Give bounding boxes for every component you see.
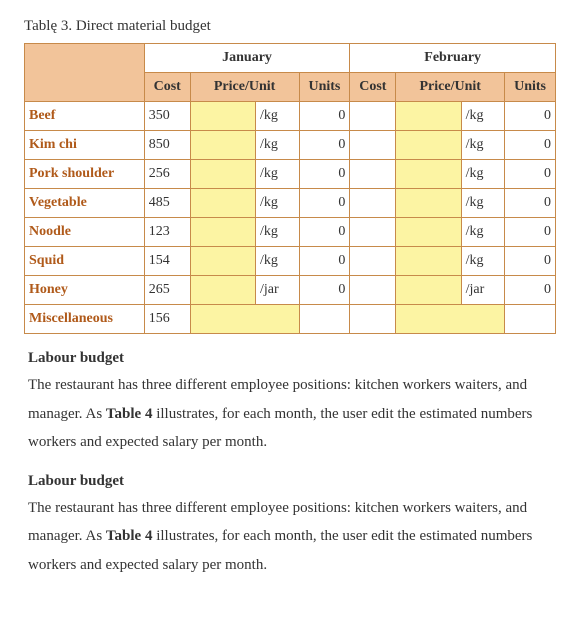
price-cell: [396, 189, 461, 218]
section-heading: Labour budget: [28, 473, 556, 490]
unit-label-cell: /kg: [255, 218, 299, 247]
units-cell: 0: [505, 160, 556, 189]
table-row: Vegetable485/kg0/kg0: [25, 189, 556, 218]
month-header: February: [350, 44, 556, 73]
price-cell: [396, 247, 461, 276]
price-cell: [190, 305, 299, 334]
price-cell: [190, 189, 255, 218]
unit-label-cell: /kg: [461, 102, 505, 131]
item-cell: Beef: [25, 102, 145, 131]
cost-cell: [350, 247, 396, 276]
cost-cell: 485: [144, 189, 190, 218]
cost-cell: 350: [144, 102, 190, 131]
cost-cell: [350, 160, 396, 189]
unit-label-cell: /kg: [461, 218, 505, 247]
unit-label-cell: /kg: [461, 160, 505, 189]
units-cell: 0: [299, 160, 350, 189]
unit-label-cell: /kg: [255, 247, 299, 276]
table-row: Miscellaneous156: [25, 305, 556, 334]
table-row: Noodle123/kg0/kg0: [25, 218, 556, 247]
table-row: Kim chi850/kg0/kg0: [25, 131, 556, 160]
section-heading: Labour budget: [28, 350, 556, 367]
price-cell: [190, 247, 255, 276]
units-cell: 0: [505, 276, 556, 305]
price-cell: [190, 160, 255, 189]
unit-label-cell: /kg: [255, 189, 299, 218]
section-paragraph: The restaurant has three different emplo…: [28, 494, 556, 580]
units-cell: 0: [505, 131, 556, 160]
price-cell: [190, 276, 255, 305]
para-bold: Table 4: [106, 528, 153, 544]
cost-cell: 256: [144, 160, 190, 189]
price-cell: [396, 131, 461, 160]
cost-cell: [350, 102, 396, 131]
table-row: Squid154/kg0/kg0: [25, 247, 556, 276]
units-cell: 0: [505, 102, 556, 131]
month-header: January: [144, 44, 350, 73]
table-row: Honey265/jar0/jar0: [25, 276, 556, 305]
unit-label-cell: /kg: [461, 247, 505, 276]
item-cell: Noodle: [25, 218, 145, 247]
corner-cell: [25, 44, 145, 102]
units-cell: 0: [505, 247, 556, 276]
subheader-cost: Cost: [144, 73, 190, 102]
price-cell: [396, 276, 461, 305]
cost-cell: [350, 189, 396, 218]
cost-cell: 156: [144, 305, 190, 334]
material-budget-table: January February Cost Price/Unit Units C…: [24, 43, 556, 334]
subheader-units: Units: [505, 73, 556, 102]
table-caption: Tablę 3. Direct material budget: [24, 18, 556, 35]
units-cell: [299, 305, 350, 334]
units-cell: 0: [299, 102, 350, 131]
subheader-price: Price/Unit: [190, 73, 299, 102]
units-cell: 0: [505, 218, 556, 247]
price-cell: [190, 102, 255, 131]
units-cell: 0: [505, 189, 556, 218]
item-cell: Vegetable: [25, 189, 145, 218]
item-cell: Honey: [25, 276, 145, 305]
unit-label-cell: /kg: [461, 131, 505, 160]
cost-cell: [350, 276, 396, 305]
unit-label-cell: /kg: [255, 102, 299, 131]
table-row: Beef350/kg0/kg0: [25, 102, 556, 131]
para-bold: Table 4: [106, 406, 153, 422]
price-cell: [396, 102, 461, 131]
units-cell: 0: [299, 247, 350, 276]
cost-cell: [350, 218, 396, 247]
cost-cell: 123: [144, 218, 190, 247]
unit-label-cell: /jar: [255, 276, 299, 305]
subheader-price: Price/Unit: [396, 73, 505, 102]
cost-cell: [350, 131, 396, 160]
unit-label-cell: /kg: [461, 189, 505, 218]
cost-cell: 265: [144, 276, 190, 305]
table-row: Pork shoulder256/kg0/kg0: [25, 160, 556, 189]
unit-label-cell: /kg: [255, 131, 299, 160]
subheader-cost: Cost: [350, 73, 396, 102]
subheader-units: Units: [299, 73, 350, 102]
unit-label-cell: /kg: [255, 160, 299, 189]
units-cell: 0: [299, 218, 350, 247]
price-cell: [396, 305, 505, 334]
cost-cell: [350, 305, 396, 334]
price-cell: [396, 218, 461, 247]
units-cell: 0: [299, 131, 350, 160]
units-cell: 0: [299, 276, 350, 305]
price-cell: [190, 218, 255, 247]
cost-cell: 154: [144, 247, 190, 276]
section-paragraph: The restaurant has three different emplo…: [28, 371, 556, 457]
cost-cell: 850: [144, 131, 190, 160]
unit-label-cell: /jar: [461, 276, 505, 305]
price-cell: [190, 131, 255, 160]
price-cell: [396, 160, 461, 189]
units-cell: [505, 305, 556, 334]
item-cell: Kim chi: [25, 131, 145, 160]
units-cell: 0: [299, 189, 350, 218]
header-row-months: January February: [25, 44, 556, 73]
item-cell: Miscellaneous: [25, 305, 145, 334]
item-cell: Squid: [25, 247, 145, 276]
item-cell: Pork shoulder: [25, 160, 145, 189]
